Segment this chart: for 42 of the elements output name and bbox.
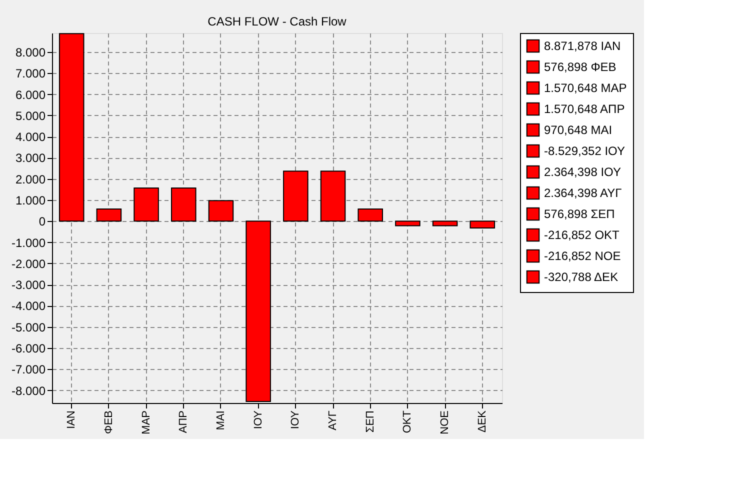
y-tick-label: 5.000: [15, 108, 46, 123]
legend-label: 8.871,878 ΙΑΝ: [544, 39, 621, 53]
legend-label: -8.529,352 ΙΟΥ: [544, 144, 625, 158]
legend-label: 2.364,398 ΙΟΥ: [544, 165, 622, 179]
y-tick-label: 6.000: [15, 88, 46, 102]
x-tick-label: ΙΑΝ: [66, 410, 78, 429]
y-tick-label: 1.000: [15, 194, 46, 208]
y-tick-label: -5.000: [11, 320, 46, 334]
x-tick-label: ΔΕΚ: [476, 410, 488, 433]
legend-label: 970,648 ΜΑΙ: [544, 123, 612, 137]
legend-label: 576,898 ΦΕΒ: [544, 60, 616, 74]
x-tick-label: ΙΟΥ: [252, 410, 264, 430]
legend-label: -216,852 ΟΚΤ: [544, 228, 620, 242]
y-tick-label: -8.000: [11, 384, 46, 398]
legend-label: -216,852 ΝΟΕ: [544, 249, 621, 263]
chart-title: CASH FLOW - Cash Flow: [208, 14, 347, 28]
legend-label: 576,898 ΣΕΠ: [544, 207, 615, 221]
y-tick-label: 3.000: [15, 151, 46, 166]
x-tick-label: ΙΟΥ: [290, 410, 302, 430]
y-tick-label: -7.000: [11, 362, 46, 377]
y-tick-label: 8.000: [15, 46, 46, 60]
y-tick-label: -1.000: [11, 236, 46, 250]
y-tick-label: 2.000: [15, 172, 46, 186]
legend-label: 1.570,648 ΑΠΡ: [544, 102, 625, 116]
x-tick-label: ΜΑΙ: [214, 410, 227, 430]
x-tick-label: ΝΟΕ: [439, 410, 452, 434]
y-tick-label: 0: [38, 214, 46, 229]
y-tick-label: 7.000: [15, 66, 46, 81]
legend-label: -320,788 ΔΕΚ: [544, 270, 618, 284]
y-tick-label: -4.000: [11, 299, 46, 314]
y-tick-label: 4.000: [15, 130, 46, 144]
x-tick-label: ΜΑΡ: [140, 410, 152, 434]
x-tick-label: ΑΠΡ: [178, 410, 190, 434]
legend-label: 1.570,648 ΜΑΡ: [544, 81, 627, 95]
x-tick-label: ΑΥΓ: [327, 410, 340, 430]
y-tick-label: -2.000: [11, 256, 46, 271]
x-tick-label: ΣΕΠ: [364, 410, 376, 433]
y-tick-label: -3.000: [11, 278, 46, 292]
x-tick-label: ΟΚΤ: [402, 410, 414, 434]
y-tick-label: -6.000: [11, 342, 46, 356]
legend-label: 2.364,398 ΑΥΓ: [544, 186, 622, 200]
x-tick-label: ΦΕΒ: [102, 410, 115, 434]
